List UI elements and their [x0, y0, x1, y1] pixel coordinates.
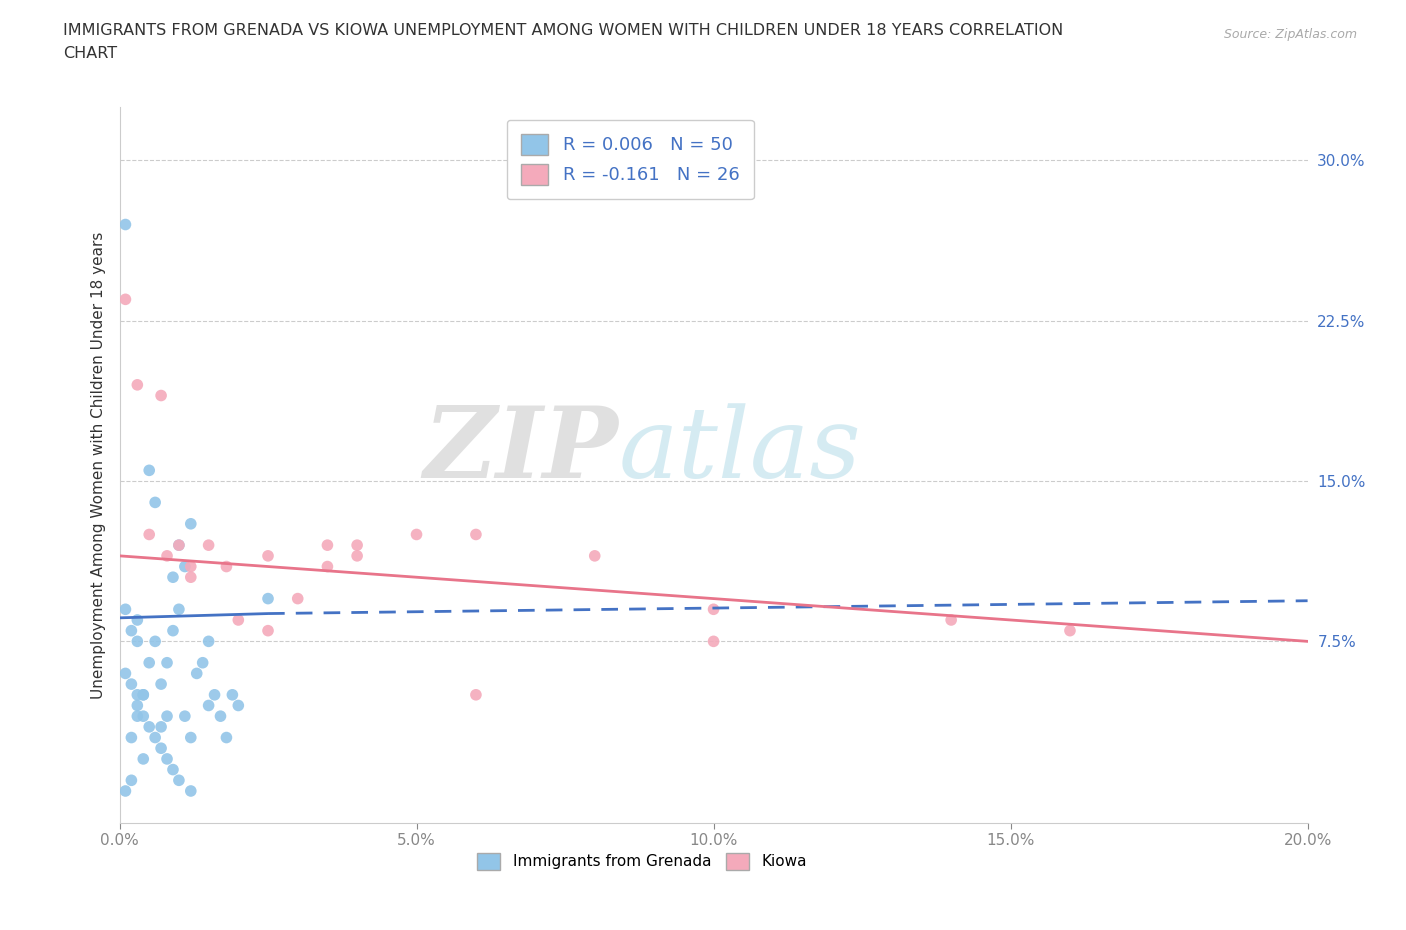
Text: IMMIGRANTS FROM GRENADA VS KIOWA UNEMPLOYMENT AMONG WOMEN WITH CHILDREN UNDER 18: IMMIGRANTS FROM GRENADA VS KIOWA UNEMPLO… [63, 23, 1063, 38]
Point [257, 549, 280, 564]
Point [167, 538, 190, 552]
Point [173, 709, 195, 724]
Point [180, 516, 202, 531]
Point [150, 720, 173, 735]
Point [127, 378, 149, 392]
Point [703, 602, 725, 617]
Text: CHART: CHART [63, 46, 117, 61]
Point [167, 538, 190, 552]
Point [120, 677, 142, 692]
Text: ZIP: ZIP [423, 403, 619, 498]
Y-axis label: Unemployment Among Women with Children Under 18 years: Unemployment Among Women with Children U… [90, 232, 105, 698]
Point [114, 602, 136, 617]
Point [150, 677, 173, 692]
Point [186, 666, 208, 681]
Point [209, 709, 232, 724]
Point [191, 656, 214, 671]
Point [127, 634, 149, 649]
Point [127, 698, 149, 713]
Point [143, 495, 166, 510]
Point [173, 559, 195, 574]
Point [221, 687, 243, 702]
Point [156, 656, 179, 671]
Point [127, 687, 149, 702]
Point [346, 549, 368, 564]
Point [114, 292, 136, 307]
Point [346, 538, 368, 552]
Point [162, 570, 184, 585]
Point [583, 549, 606, 564]
Point [114, 217, 136, 232]
Point [197, 634, 219, 649]
Point [180, 570, 202, 585]
Point [143, 634, 166, 649]
Point [316, 538, 339, 552]
Point [197, 538, 219, 552]
Point [204, 687, 226, 702]
Point [138, 463, 160, 478]
Point [150, 741, 173, 756]
Point [138, 656, 160, 671]
Point [138, 527, 160, 542]
Point [114, 666, 136, 681]
Point [287, 591, 309, 606]
Point [167, 602, 190, 617]
Point [114, 784, 136, 799]
Point [132, 709, 155, 724]
Point [180, 784, 202, 799]
Point [405, 527, 427, 542]
Point [703, 634, 725, 649]
Point [120, 623, 142, 638]
Legend: Immigrants from Grenada, Kiowa: Immigrants from Grenada, Kiowa [471, 846, 813, 876]
Point [228, 613, 250, 628]
Point [138, 720, 160, 735]
Point [143, 730, 166, 745]
Point [257, 591, 280, 606]
Point [941, 613, 963, 628]
Point [156, 751, 179, 766]
Point [197, 698, 219, 713]
Point [132, 687, 155, 702]
Point [150, 388, 173, 403]
Point [127, 709, 149, 724]
Point [167, 773, 190, 788]
Point [156, 549, 179, 564]
Point [180, 730, 202, 745]
Point [316, 559, 339, 574]
Point [162, 763, 184, 777]
Point [228, 698, 250, 713]
Point [127, 613, 149, 628]
Text: atlas: atlas [619, 403, 862, 498]
Point [1059, 623, 1081, 638]
Point [120, 773, 142, 788]
Point [132, 751, 155, 766]
Point [162, 623, 184, 638]
Point [156, 709, 179, 724]
Point [464, 687, 488, 702]
Point [180, 559, 202, 574]
Point [132, 687, 155, 702]
Point [215, 559, 238, 574]
Point [120, 730, 142, 745]
Text: Source: ZipAtlas.com: Source: ZipAtlas.com [1223, 28, 1357, 41]
Point [464, 527, 488, 542]
Point [215, 730, 238, 745]
Point [257, 623, 280, 638]
